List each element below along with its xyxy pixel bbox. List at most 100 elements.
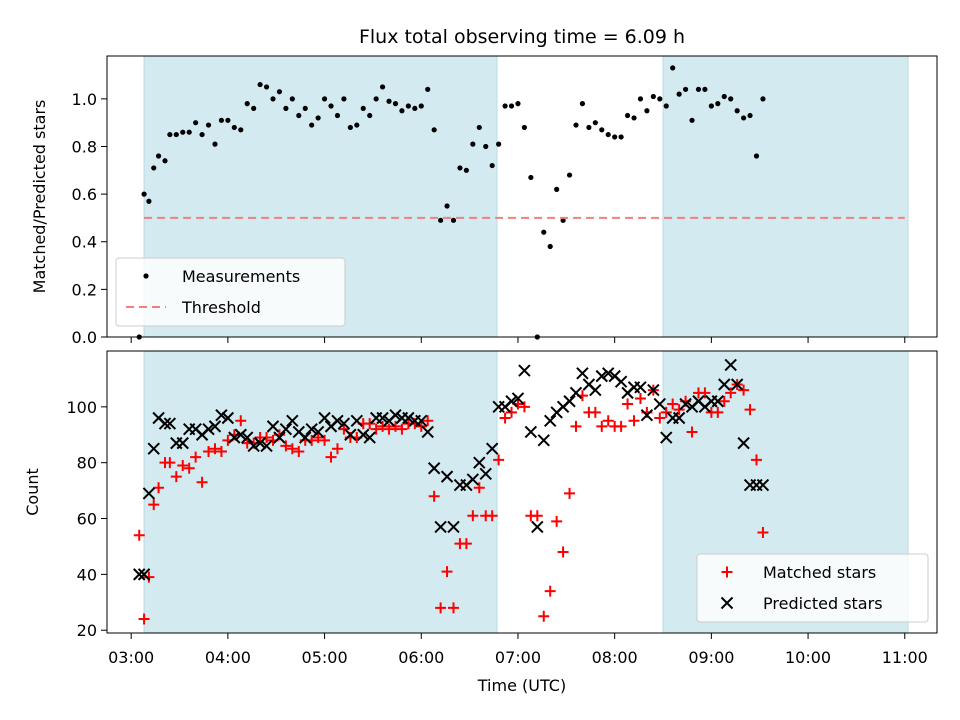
data-point xyxy=(221,411,235,425)
data-point xyxy=(721,93,727,100)
data-point xyxy=(305,422,318,436)
data-point xyxy=(341,96,347,102)
data-point xyxy=(634,381,647,394)
data-point xyxy=(296,112,302,119)
data-point xyxy=(447,520,460,534)
data-point xyxy=(427,462,441,475)
data-point xyxy=(270,96,276,102)
data-point xyxy=(158,417,172,430)
shaded-interval xyxy=(662,55,909,338)
y-tick-label: 100 xyxy=(66,398,97,417)
data-point xyxy=(350,414,364,428)
x-tick-label: 04:00 xyxy=(205,648,251,667)
data-point xyxy=(260,439,273,453)
data-point xyxy=(479,467,492,481)
data-point xyxy=(628,415,640,427)
data-point xyxy=(676,91,682,97)
data-point xyxy=(328,103,334,109)
data-point xyxy=(143,571,155,583)
data-point xyxy=(325,451,337,463)
data-point xyxy=(467,510,479,522)
data-point xyxy=(624,112,631,119)
data-point xyxy=(493,454,505,466)
data-point xyxy=(279,422,293,436)
data-point xyxy=(241,431,254,444)
data-point xyxy=(463,167,469,173)
data-point xyxy=(544,585,556,597)
data-point xyxy=(318,411,331,425)
data-point xyxy=(225,117,231,123)
data-point xyxy=(177,459,189,471)
data-point xyxy=(760,96,766,102)
data-point xyxy=(399,108,405,114)
data-point xyxy=(756,478,770,492)
data-point xyxy=(673,404,685,416)
legend-box xyxy=(115,257,346,327)
y-tick-label: 20 xyxy=(77,621,97,640)
data-point xyxy=(180,129,186,135)
data-point xyxy=(163,417,177,430)
data-point xyxy=(448,602,460,614)
data-point xyxy=(434,520,447,534)
data-point xyxy=(151,165,157,171)
data-point xyxy=(231,124,237,131)
data-point xyxy=(660,431,673,444)
data-point xyxy=(377,420,389,432)
data-point xyxy=(679,397,692,411)
data-point xyxy=(576,367,589,380)
data-point xyxy=(238,127,244,133)
plot-frame xyxy=(106,55,938,338)
data-point xyxy=(289,96,295,102)
data-point xyxy=(208,420,222,433)
data-point xyxy=(376,411,389,425)
data-point xyxy=(261,432,273,444)
data-point xyxy=(315,115,321,121)
data-point xyxy=(373,96,379,102)
data-point xyxy=(741,115,747,121)
data-point xyxy=(162,158,168,164)
data-point xyxy=(280,440,292,452)
data-point xyxy=(422,415,434,427)
data-point xyxy=(164,457,176,469)
data-point xyxy=(283,105,289,111)
data-point xyxy=(309,122,315,128)
data-point xyxy=(612,134,618,140)
data-point xyxy=(644,108,650,114)
data-point xyxy=(579,101,586,107)
data-point xyxy=(647,383,660,397)
data-point xyxy=(622,398,634,410)
data-point xyxy=(496,141,502,147)
data-point xyxy=(193,120,199,126)
data-point xyxy=(557,546,569,558)
y-tick-label: 0.0 xyxy=(72,328,97,347)
data-point xyxy=(337,417,351,430)
data-point xyxy=(215,446,227,458)
data-point xyxy=(396,423,408,435)
y-axis-label: Matched/Predicted stars xyxy=(30,100,49,294)
data-point xyxy=(486,510,498,522)
data-point xyxy=(531,520,544,534)
data-point xyxy=(537,434,550,447)
data-point xyxy=(321,96,328,102)
x-tick-label: 10:00 xyxy=(785,648,831,667)
data-point xyxy=(515,101,521,107)
data-point xyxy=(263,84,270,90)
x-tick-label: 05:00 xyxy=(302,648,348,667)
legend-marker xyxy=(720,596,734,610)
data-point xyxy=(470,141,476,147)
data-point xyxy=(137,568,151,581)
data-point xyxy=(699,387,711,399)
data-point xyxy=(744,404,756,416)
data-point xyxy=(750,454,762,466)
data-point xyxy=(367,112,373,119)
data-point xyxy=(667,398,679,410)
data-point xyxy=(466,473,480,486)
x-tick-label: 08:00 xyxy=(592,648,638,667)
data-point xyxy=(421,425,434,439)
data-point xyxy=(312,432,324,444)
data-point xyxy=(660,406,672,418)
data-point xyxy=(209,443,221,455)
x-tick-label: 07:00 xyxy=(495,648,541,667)
data-point xyxy=(402,411,415,425)
data-point xyxy=(602,415,614,427)
